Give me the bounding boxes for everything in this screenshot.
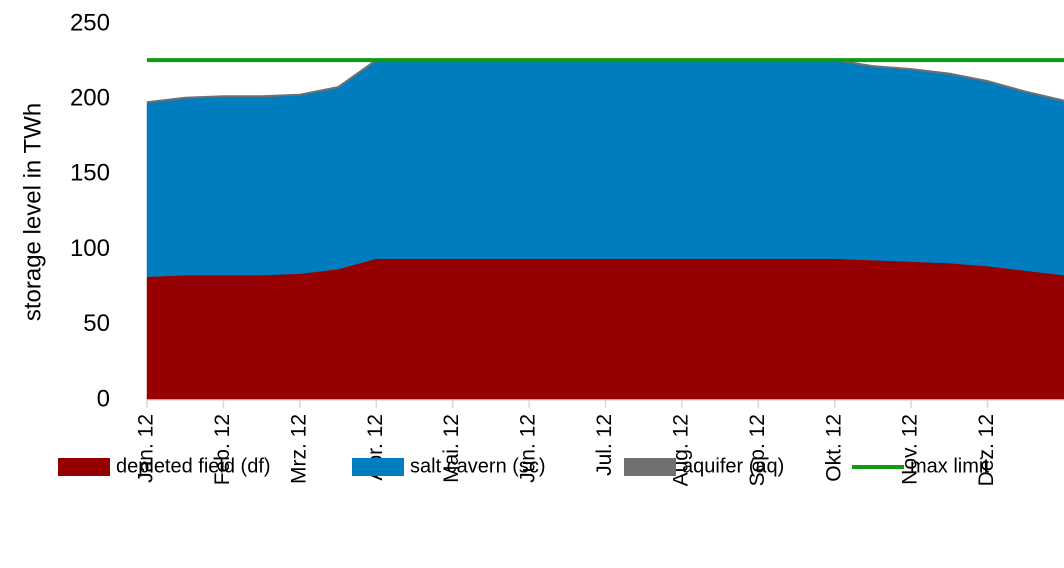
x-tick-label: Okt. 12 xyxy=(822,414,845,482)
x-tick-label: Sep. 12 xyxy=(746,414,769,486)
y-tick-label: 200 xyxy=(70,85,110,112)
y-tick-label: 0 xyxy=(97,385,110,412)
legend-swatch xyxy=(352,458,404,476)
x-tick-label: Mai. 12 xyxy=(440,414,463,483)
legend-swatch xyxy=(58,458,110,476)
x-tick-label: Mrz. 12 xyxy=(287,414,310,484)
y-tick-label: 250 xyxy=(70,9,110,36)
x-tick-label: Dez. 12 xyxy=(975,414,998,486)
y-tick-label: 50 xyxy=(83,310,110,337)
y-tick-label: 150 xyxy=(70,160,110,187)
legend-label: salt cavern (sc) xyxy=(410,455,546,477)
area xyxy=(146,258,1064,401)
x-tick-label: Feb. 12 xyxy=(211,414,234,485)
area xyxy=(146,59,1064,277)
x-tick-label: Jan. 12 xyxy=(135,414,158,483)
legend-label: depleted field (df) xyxy=(116,455,271,477)
legend-swatch xyxy=(624,458,676,476)
legend-label: aquifer (aq) xyxy=(682,455,784,477)
y-axis-label: storage level in TWh xyxy=(19,103,46,321)
y-tick-label: 100 xyxy=(70,235,110,262)
x-tick-label: Nov. 12 xyxy=(899,414,922,485)
x-tick-label: Jul. 12 xyxy=(593,414,616,476)
x-tick-label: Jun. 12 xyxy=(517,414,540,483)
legend-label: max limit xyxy=(910,455,989,477)
